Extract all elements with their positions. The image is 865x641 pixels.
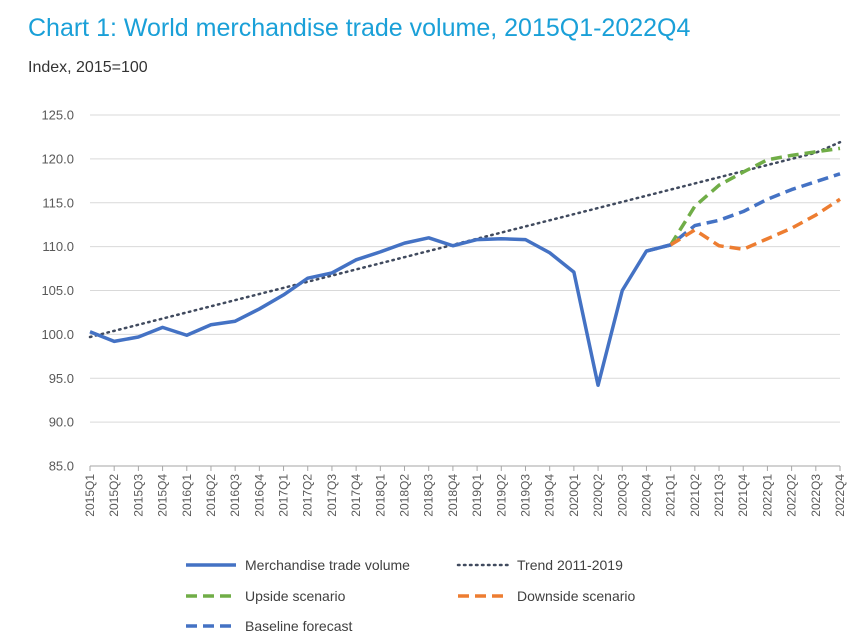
y-tick-label: 115.0 [42, 195, 74, 210]
legend-label: Downside scenario [517, 588, 635, 604]
series-line-2 [669, 146, 841, 246]
x-tick-label: 2017Q2 [301, 474, 315, 517]
series-line-3 [669, 197, 841, 252]
x-tick-label: 2015Q1 [83, 474, 97, 517]
y-tick-label: 120.0 [41, 151, 74, 166]
x-tick-label: 2016Q4 [252, 474, 266, 517]
series-line-1 [88, 140, 842, 339]
x-tick-label: 2020Q4 [639, 474, 653, 517]
series-line-0 [89, 236, 672, 388]
y-tick-label: 105.0 [41, 283, 74, 298]
x-tick-label: 2019Q3 [518, 474, 532, 517]
x-tick-label: 2015Q2 [107, 474, 121, 517]
x-tick-label: 2018Q4 [446, 474, 460, 517]
x-tick-label: 2021Q4 [736, 474, 750, 517]
y-tick-label: 125.0 [41, 108, 74, 123]
x-tick-label: 2018Q2 [398, 474, 412, 517]
x-tick-label: 2017Q4 [349, 474, 363, 517]
x-tick-label: 2015Q4 [156, 474, 170, 517]
legend-label: Merchandise trade volume [245, 557, 410, 573]
x-tick-label: 2022Q1 [760, 474, 774, 517]
y-axis-ticks: 85.0 90.0 95.0 100.0 105.0 110.0 115.0 120.0 125… [41, 108, 74, 474]
x-tick-label: 2016Q1 [180, 474, 194, 517]
y-tick-label: 100.0 [41, 327, 74, 342]
y-tick-label: 110.0 [42, 239, 74, 254]
x-tick-label: 2019Q2 [494, 474, 508, 517]
x-tick-label: 2021Q3 [712, 474, 726, 517]
y-tick-label: 90.0 [49, 415, 74, 430]
x-tick-label: 2018Q3 [422, 474, 436, 517]
x-tick-label: 2016Q2 [204, 474, 218, 517]
gridlines [90, 114, 840, 423]
x-tick-label: 2020Q3 [615, 474, 629, 517]
legend: Merchandise trade volume Trend 2011-2019 U… [186, 557, 635, 634]
x-tick-label: 2016Q3 [228, 474, 242, 517]
series-lines [88, 140, 842, 388]
x-tick-label: 2019Q1 [470, 474, 484, 517]
x-tick-label: 2019Q4 [543, 474, 557, 517]
legend-label: Trend 2011-2019 [517, 557, 623, 573]
x-tick-label: 2021Q1 [664, 474, 678, 517]
x-tick-label: 2017Q1 [277, 474, 291, 517]
x-tick-label: 2022Q2 [785, 474, 799, 517]
y-tick-label: 95.0 [49, 371, 74, 386]
x-tick-label: 2018Q1 [373, 474, 387, 517]
x-tick-label: 2015Q3 [131, 474, 145, 517]
y-tick-label: 85.0 [49, 459, 74, 474]
legend-label: Baseline forecast [245, 618, 353, 634]
x-tick-label: 2020Q1 [567, 474, 581, 517]
chart-subtitle: Index, 2015=100 [28, 59, 148, 76]
chart-title: Chart 1: World merchandise trade volume,… [28, 14, 691, 42]
x-tick-label: 2022Q3 [809, 474, 823, 517]
x-tick-label: 2022Q4 [833, 474, 847, 517]
x-tick-label: 2021Q2 [688, 474, 702, 517]
x-tick-label: 2020Q2 [591, 474, 605, 517]
legend-label: Upside scenario [245, 588, 346, 604]
x-axis: 2015Q1 2015Q2 2015Q3 2015Q4 2016Q1 2016Q2 2016… [83, 465, 847, 517]
x-tick-label: 2017Q3 [325, 474, 339, 517]
